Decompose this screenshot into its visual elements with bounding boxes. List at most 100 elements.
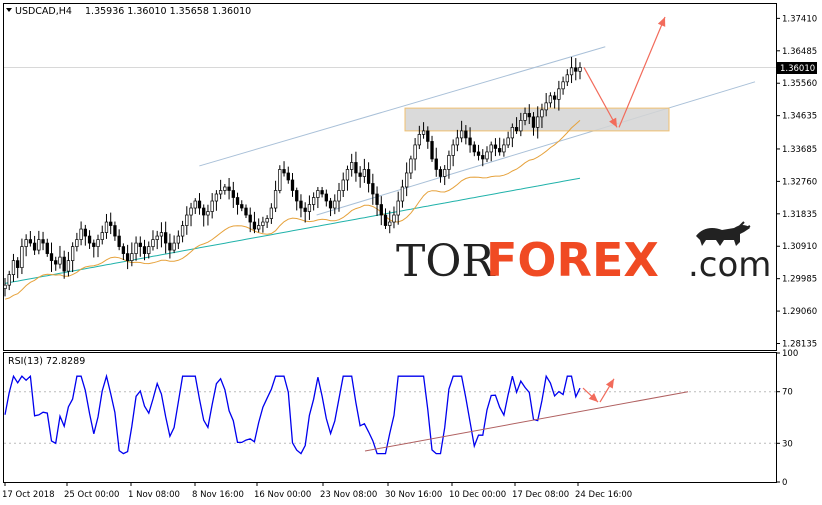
candle-body bbox=[24, 239, 28, 247]
torforex-logo: TOR FOREX .com bbox=[396, 221, 771, 287]
candle-body bbox=[37, 239, 41, 251]
candle-body bbox=[176, 235, 180, 244]
candle-body bbox=[371, 183, 375, 195]
candle-body bbox=[197, 200, 202, 209]
candle-body bbox=[193, 200, 197, 209]
candle-body bbox=[257, 225, 261, 230]
candle-body bbox=[345, 169, 350, 181]
candle-body bbox=[7, 274, 11, 286]
channel-lower-line bbox=[316, 81, 756, 216]
candle-body bbox=[45, 242, 49, 254]
candle-body bbox=[405, 172, 409, 188]
candle-body bbox=[557, 88, 561, 100]
rsi-tick-label: 0 bbox=[782, 478, 787, 488]
candle-body bbox=[489, 144, 493, 153]
candle-body bbox=[49, 253, 54, 261]
candle-body bbox=[561, 81, 565, 90]
main-panel-frame bbox=[3, 3, 777, 351]
candle-body bbox=[261, 221, 265, 226]
candle-body bbox=[273, 190, 278, 209]
candle-body bbox=[70, 246, 75, 261]
rsi-tick-label: 70 bbox=[782, 388, 793, 398]
y-tick-label: 1.37410 bbox=[782, 14, 817, 24]
candle-body bbox=[206, 211, 210, 216]
candle-body bbox=[83, 228, 87, 237]
y-tick-label: 1.34635 bbox=[782, 112, 817, 122]
candle-body bbox=[151, 239, 155, 247]
symbol-label: USDCAD,H4 bbox=[15, 6, 72, 17]
ohlc-values: 1.35936 1.36010 1.35658 1.36010 bbox=[85, 6, 251, 17]
axes-layer: 1.37410 1.36485 1.35560 1.34635 1.33685 1.327… bbox=[2, 14, 817, 500]
ma-slow-line bbox=[4, 177, 581, 284]
candle-body bbox=[138, 242, 142, 247]
candle-body bbox=[269, 207, 274, 219]
candle-body bbox=[28, 239, 33, 244]
chart-header: USDCAD,H4 1.35936 1.36010 1.35658 1.3601… bbox=[6, 6, 251, 17]
candle-body bbox=[62, 256, 66, 272]
candle-body bbox=[185, 214, 189, 226]
candle-body bbox=[311, 197, 316, 205]
candle-body bbox=[87, 235, 92, 244]
candle-body bbox=[142, 246, 147, 254]
candle-body bbox=[134, 242, 138, 254]
rsi-trendline bbox=[364, 391, 689, 452]
candle-body bbox=[172, 242, 176, 251]
y-tick-label: 1.35560 bbox=[782, 79, 817, 89]
candle-body bbox=[147, 246, 151, 254]
candle-body bbox=[20, 246, 24, 268]
candle-body bbox=[290, 179, 295, 191]
candle-body bbox=[66, 260, 71, 272]
candle-body bbox=[350, 162, 354, 170]
candle-body bbox=[337, 190, 341, 202]
candle-body bbox=[413, 144, 417, 160]
forecast-arrow-up-head bbox=[657, 16, 666, 27]
candle-body bbox=[341, 179, 345, 191]
candle-body bbox=[41, 239, 45, 244]
candle-body bbox=[354, 162, 358, 174]
candle-body bbox=[320, 190, 324, 195]
candle-body bbox=[426, 130, 430, 142]
candle-body bbox=[328, 200, 333, 209]
candle-body bbox=[109, 221, 113, 226]
candle-body bbox=[16, 260, 20, 268]
rsi-line bbox=[4, 373, 581, 455]
candle-body bbox=[388, 221, 392, 226]
candle-body bbox=[421, 130, 426, 135]
forecast-arrow-down bbox=[583, 67, 618, 128]
x-tick-label: 17 Oct 2018 bbox=[2, 490, 55, 500]
candle-body bbox=[32, 242, 37, 251]
candle-body bbox=[464, 130, 468, 139]
ma-fast-line bbox=[4, 120, 581, 300]
y-tick-label: 1.32760 bbox=[782, 177, 817, 187]
candle-body bbox=[121, 246, 126, 254]
candle-body bbox=[295, 190, 299, 202]
candle-body bbox=[430, 141, 434, 160]
bull-icon bbox=[696, 221, 751, 246]
logo-text-com: .com bbox=[688, 245, 771, 285]
candle-body bbox=[214, 193, 219, 202]
candle-body bbox=[379, 204, 383, 216]
rsi-tick-label: 100 bbox=[782, 349, 798, 359]
candle-body bbox=[168, 242, 172, 251]
candle-body bbox=[244, 207, 248, 216]
candle-body bbox=[189, 207, 193, 216]
x-tick-label: 17 Dec 08:00 bbox=[512, 490, 569, 500]
x-tick-label: 1 Nov 08:00 bbox=[128, 490, 180, 500]
candle-body bbox=[130, 253, 134, 261]
candle-body bbox=[540, 109, 544, 118]
candle-body bbox=[523, 113, 527, 121]
dropdown-triangle-icon[interactable] bbox=[6, 8, 12, 12]
x-tick-label: 24 Dec 16:00 bbox=[575, 490, 632, 500]
candle-body bbox=[299, 200, 303, 209]
y-tick-label: 1.30910 bbox=[782, 242, 817, 252]
y-tick-label: 1.33685 bbox=[782, 145, 817, 155]
rsi-forecast-arrow-down-head bbox=[588, 392, 598, 403]
candle-body bbox=[159, 232, 164, 237]
main-chart-layer bbox=[3, 16, 776, 300]
candle-body bbox=[459, 130, 464, 139]
candle-body bbox=[54, 260, 58, 265]
candle-body bbox=[286, 172, 290, 181]
candle-body bbox=[303, 207, 307, 212]
candle-body bbox=[400, 186, 405, 202]
candle-body bbox=[227, 186, 231, 191]
